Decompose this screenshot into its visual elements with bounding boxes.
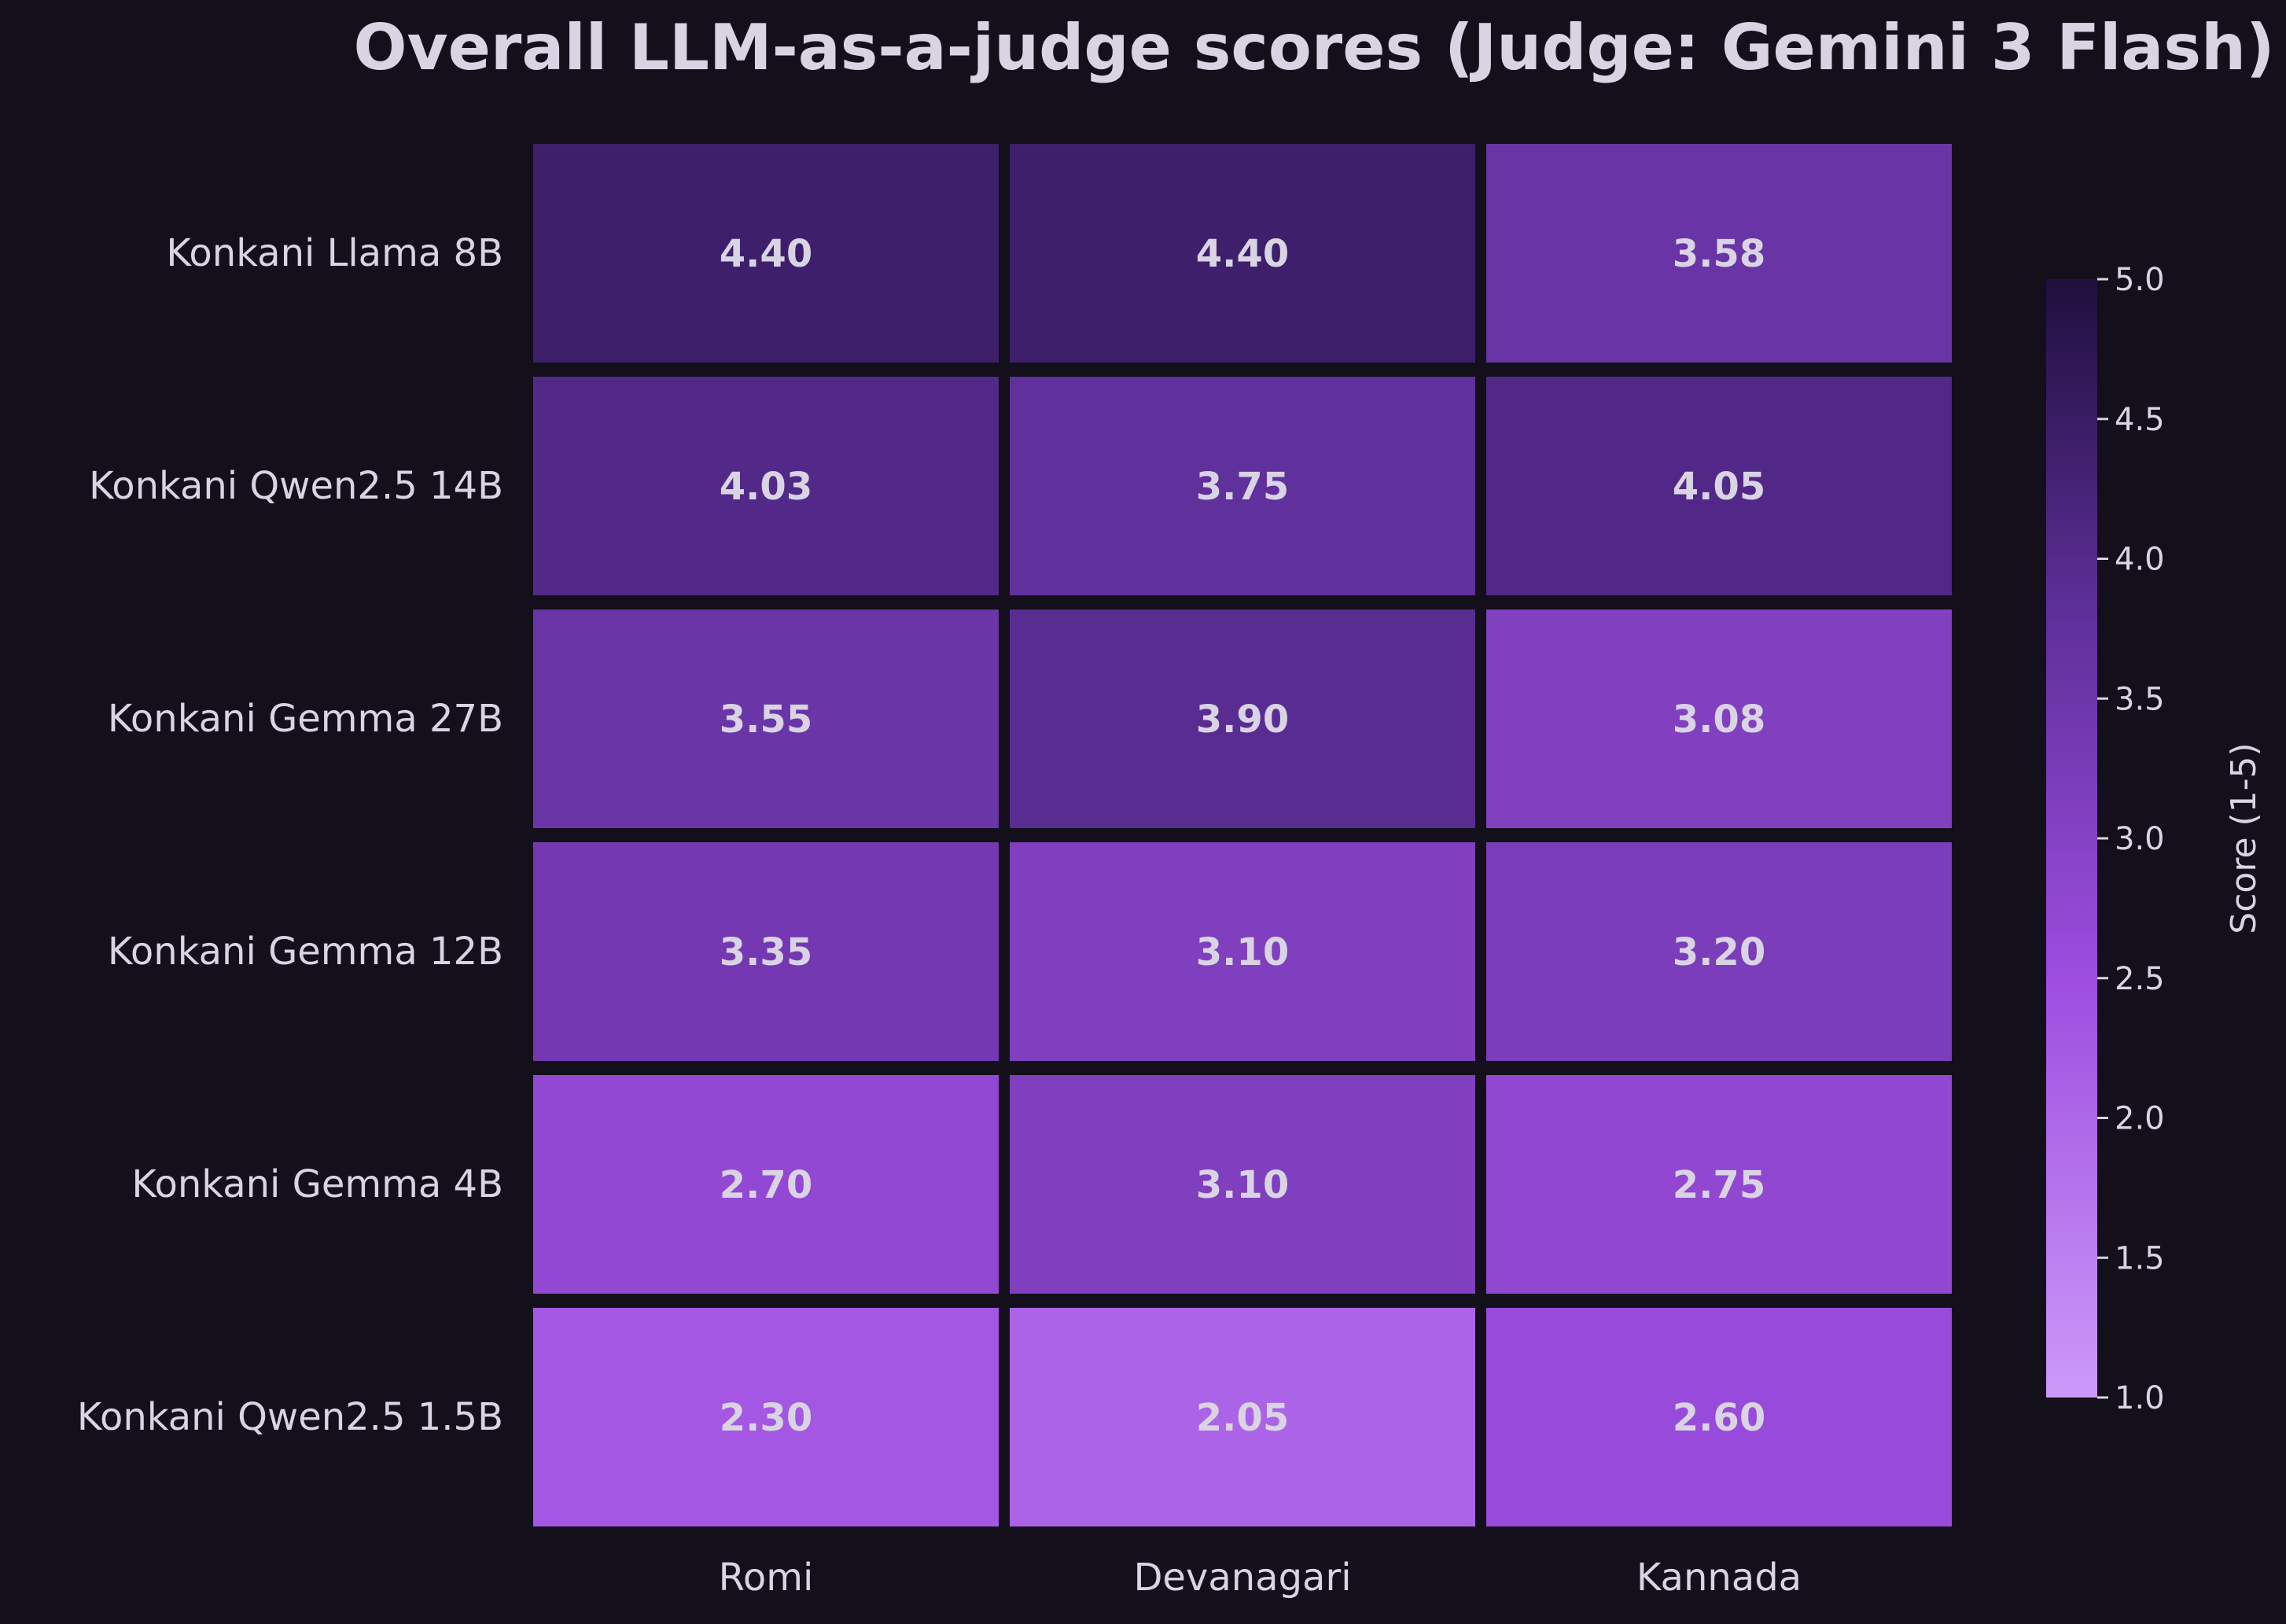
heatmap-cell — [1486, 377, 1952, 595]
heatmap-cell-labels: 4.40 4.40 3.58 4.03 3.75 4.05 3.55 3.90 3.08 3.35… — [720, 232, 1765, 1440]
colorbar-tick-label: 4.5 — [2115, 402, 2165, 438]
x-tick-label: Kannada — [1636, 1556, 1802, 1600]
cell-value-label: 2.30 — [720, 1396, 812, 1440]
heatmap-cell — [1010, 842, 1475, 1061]
colorbar-tick-label: 4.0 — [2115, 542, 2165, 578]
x-axis-labels: Romi Devanagari Kannada — [719, 1556, 1802, 1600]
colorbar-ticks: 1.0 1.5 2.0 2.5 3.0 3.5 4.0 4.5 5.0 — [2097, 262, 2165, 1416]
cell-value-label: 4.03 — [720, 465, 812, 509]
cell-value-label: 2.05 — [1196, 1396, 1289, 1440]
heatmap-cells — [533, 144, 1952, 1526]
y-tick-label: Konkani Gemma 27B — [108, 697, 503, 741]
heatmap-cell — [1010, 377, 1475, 595]
cell-value-label: 3.10 — [1196, 930, 1289, 974]
heatmap-cell — [1010, 1308, 1475, 1526]
y-tick-label: Konkani Qwen2.5 14B — [89, 464, 503, 508]
heatmap-cell — [533, 842, 999, 1061]
heatmap-cell — [1010, 1075, 1475, 1294]
heatmap-cell — [1486, 144, 1952, 363]
cell-value-label: 3.75 — [1196, 465, 1289, 509]
chart-title: Overall LLM-as-a-judge scores (Judge: Ge… — [353, 11, 2274, 84]
colorbar-label: Score (1-5) — [2224, 742, 2264, 934]
heatmap-cell — [533, 1308, 999, 1526]
heatmap-cell — [1486, 1308, 1952, 1526]
heatmap-cell — [533, 144, 999, 363]
x-tick-label: Romi — [719, 1556, 814, 1600]
cell-value-label: 3.35 — [720, 930, 812, 974]
heatmap-cell — [533, 377, 999, 595]
heatmap-cell — [1486, 1075, 1952, 1294]
heatmap-cell — [1010, 144, 1475, 363]
colorbar-tick-label: 3.0 — [2115, 821, 2165, 857]
cell-value-label: 2.60 — [1673, 1396, 1765, 1440]
cell-value-label: 2.75 — [1673, 1163, 1765, 1207]
heatmap-cell — [533, 609, 999, 828]
cell-value-label: 3.58 — [1673, 232, 1765, 276]
y-tick-label: Konkani Qwen2.5 1.5B — [77, 1395, 503, 1439]
y-tick-label: Konkani Llama 8B — [166, 231, 503, 275]
y-tick-label: Konkani Gemma 4B — [131, 1162, 503, 1206]
cell-value-label: 3.10 — [1196, 1163, 1289, 1207]
colorbar-tick-label: 1.0 — [2115, 1380, 2165, 1416]
heatmap-cell — [533, 1075, 999, 1294]
colorbar-tick-label: 2.0 — [2115, 1101, 2165, 1137]
colorbar-tick-label: 2.5 — [2115, 961, 2165, 997]
colorbar — [2046, 279, 2097, 1398]
cell-value-label: 3.55 — [720, 698, 812, 742]
cell-value-label: 2.70 — [720, 1163, 812, 1207]
heatmap-cell — [1010, 609, 1475, 828]
cell-value-label: 3.20 — [1673, 930, 1765, 974]
y-tick-label: Konkani Gemma 12B — [108, 930, 503, 974]
heatmap-cell — [1486, 842, 1952, 1061]
colorbar-tick-label: 3.5 — [2115, 681, 2165, 717]
cell-value-label: 4.05 — [1673, 465, 1765, 509]
cell-value-label: 4.40 — [720, 232, 812, 276]
x-tick-label: Devanagari — [1133, 1556, 1351, 1600]
cell-value-label: 4.40 — [1196, 232, 1289, 276]
colorbar-tick-label: 5.0 — [2115, 262, 2165, 298]
y-axis-labels: Konkani Llama 8B Konkani Qwen2.5 14B Konka… — [77, 231, 503, 1439]
cell-value-label: 3.90 — [1196, 698, 1289, 742]
colorbar-tick-label: 1.5 — [2115, 1240, 2165, 1276]
cell-value-label: 3.08 — [1673, 698, 1765, 742]
heatmap-cell — [1486, 609, 1952, 828]
